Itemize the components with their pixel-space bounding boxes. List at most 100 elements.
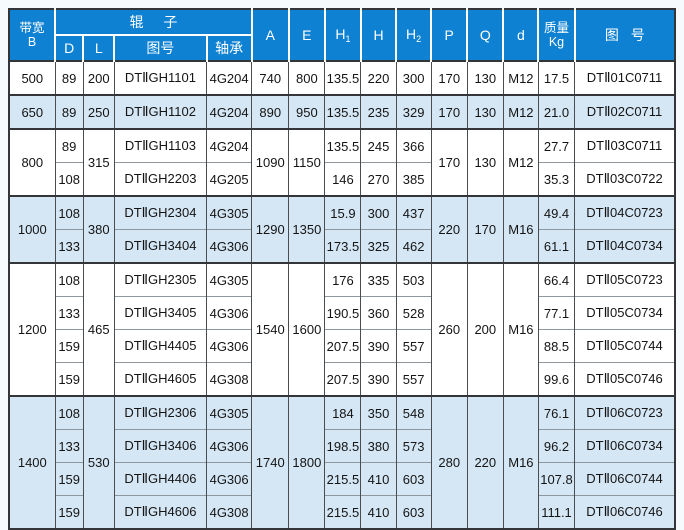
cell-bearing: 4G306 [206, 296, 253, 330]
cell-roller-drawing-no: DTⅡGH4405 [113, 329, 208, 363]
table-row: 133 DTⅡGH3404 4G306 173.5 325 462 61.1 DTⅡ04C07… [9, 229, 676, 263]
cell-h: 360 [360, 296, 397, 330]
cell-h2: 603 [395, 495, 432, 529]
cell-h2: 385 [395, 162, 432, 196]
cell-q: 130 [466, 61, 504, 95]
cell-h: 325 [360, 229, 397, 263]
cell-bearing: 4G306 [206, 329, 253, 363]
cell-a: 740 [251, 61, 290, 95]
cell-roller-drawing-no: DTⅡGH3406 [113, 429, 208, 463]
cell-d-thread: M12 [502, 61, 539, 95]
cell-mass: 107.8 [537, 462, 576, 496]
cell-bearing: 4G306 [206, 429, 253, 463]
belt-width-label-bottom: B [27, 35, 37, 49]
table-row: 133 DTⅡGH3405 4G306 190.5 360 528 77.1 DTⅡ05C07… [9, 296, 676, 330]
col-header-h1: H1 [323, 9, 362, 61]
cell-h2: 528 [395, 296, 432, 330]
cell-a: 1740 [251, 395, 290, 529]
cell-roller-drawing-no: DTⅡGH4605 [113, 362, 208, 396]
cell-h2: 573 [395, 429, 432, 463]
cell-roller-d: 159 [54, 462, 84, 496]
col-header-mass: 质量 Kg [537, 9, 576, 61]
cell-roller-l: 530 [82, 395, 115, 529]
col-header-roller-bearing: 轴承 [205, 34, 253, 61]
cell-h2: 300 [395, 61, 432, 95]
cell-bearing: 4G305 [206, 195, 253, 230]
cell-p: 170 [430, 94, 468, 129]
cell-belt-width: 1000 [8, 195, 56, 263]
cell-h1: 215.5 [324, 462, 362, 496]
cell-h2: 548 [395, 395, 432, 430]
cell-drawing-no: DTⅡ06C0746 [574, 495, 676, 529]
cell-bearing: 4G308 [206, 362, 253, 396]
cell-h1: 176 [324, 262, 362, 297]
cell-roller-d: 89 [54, 128, 84, 163]
h2-base: H [406, 25, 417, 42]
cell-drawing-no: DTⅡ05C0723 [574, 262, 676, 297]
cell-roller-drawing-no: DTⅡGH4406 [113, 462, 208, 496]
col-header-belt-width: 带宽 B [9, 9, 57, 61]
spec-table: 带宽 B 辊 子 A E H1 H H2 P Q d 质量 Kg 图 号 D L… [8, 8, 676, 530]
cell-q: 130 [466, 128, 504, 196]
cell-h1: 184 [324, 395, 362, 430]
cell-roller-d: 89 [54, 94, 84, 129]
cell-roller-drawing-no: DTⅡGH4606 [113, 495, 208, 529]
cell-h: 335 [360, 262, 397, 297]
col-header-roller-group: 辊 子 [54, 9, 253, 36]
h1-base: H [335, 25, 346, 42]
cell-mass: 66.4 [537, 262, 576, 297]
col-header-a: A [250, 9, 290, 61]
cell-mass: 61.1 [537, 229, 576, 263]
cell-roller-l: 200 [82, 61, 115, 95]
cell-roller-d: 159 [54, 329, 84, 363]
cell-h1: 207.5 [324, 329, 362, 363]
cell-roller-drawing-no: DTⅡGH1102 [113, 94, 208, 129]
cell-h2: 329 [395, 94, 432, 129]
cell-e: 1150 [288, 128, 326, 196]
col-header-roller-d: D [54, 34, 85, 61]
cell-h1: 146 [324, 162, 362, 196]
cell-a: 1090 [251, 128, 290, 196]
cell-roller-l: 380 [82, 195, 115, 263]
cell-h: 300 [360, 195, 397, 230]
cell-drawing-no: DTⅡ04C0734 [574, 229, 676, 263]
cell-roller-drawing-no: DTⅡGH3404 [113, 229, 208, 263]
cell-h2: 503 [395, 262, 432, 297]
cell-drawing-no: DTⅡ05C0744 [574, 329, 676, 363]
cell-h2: 603 [395, 462, 432, 496]
cell-h1: 135.5 [324, 94, 362, 129]
cell-h1: 135.5 [324, 61, 362, 95]
cell-roller-drawing-no: DTⅡGH1101 [113, 61, 208, 95]
cell-roller-drawing-no: DTⅡGH2203 [113, 162, 208, 196]
cell-roller-d: 108 [54, 262, 84, 297]
cell-drawing-no: DTⅡ05C0746 [574, 362, 676, 396]
cell-e: 1600 [288, 262, 326, 396]
table-row: 108 DTⅡGH2203 4G205 146 270 385 35.3 DTⅡ03C0722 [9, 162, 676, 196]
mass-label-bottom: Kg [548, 35, 565, 49]
cell-p: 170 [430, 128, 468, 196]
cell-h2: 462 [395, 229, 432, 263]
cell-bearing: 4G305 [206, 262, 253, 297]
cell-h: 270 [360, 162, 397, 196]
cell-h: 380 [360, 429, 397, 463]
cell-mass: 76.1 [537, 395, 576, 430]
cell-roller-d: 108 [54, 395, 84, 430]
cell-q: 220 [466, 395, 504, 529]
cell-p: 280 [430, 395, 468, 529]
table-row: 1400 108 530 DTⅡGH2306 4G305 1740 1800 184 350 54… [8, 395, 676, 529]
cell-d-thread: M12 [502, 94, 539, 129]
cell-e: 1350 [288, 195, 326, 263]
cell-drawing-no: DTⅡ02C0711 [574, 94, 676, 129]
cell-belt-width: 1200 [8, 262, 56, 396]
cell-h: 390 [360, 329, 397, 363]
cell-mass: 88.5 [537, 329, 576, 363]
h1-subscript: 1 [345, 33, 351, 44]
cell-roller-d: 133 [54, 296, 84, 330]
cell-drawing-no: DTⅡ01C0711 [574, 61, 676, 95]
cell-drawing-no: DTⅡ03C0711 [574, 128, 676, 163]
table-row: 159 DTⅡGH4605 4G308 207.5 390 557 99.6 DTⅡ05C07… [9, 362, 676, 396]
table-row: 650 89 250 DTⅡGH1102 4G204 890 950 135.5 235 329 1… [8, 94, 676, 129]
cell-h2: 557 [395, 329, 432, 363]
cell-roller-drawing-no: DTⅡGH2306 [113, 395, 208, 430]
cell-belt-width: 800 [8, 128, 56, 196]
